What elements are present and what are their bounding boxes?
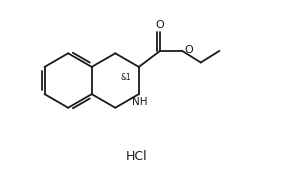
Text: HCl: HCl [126,151,148,163]
Text: NH: NH [132,97,148,107]
Text: O: O [185,45,193,55]
Text: &1: &1 [121,73,131,82]
Text: O: O [156,20,164,30]
